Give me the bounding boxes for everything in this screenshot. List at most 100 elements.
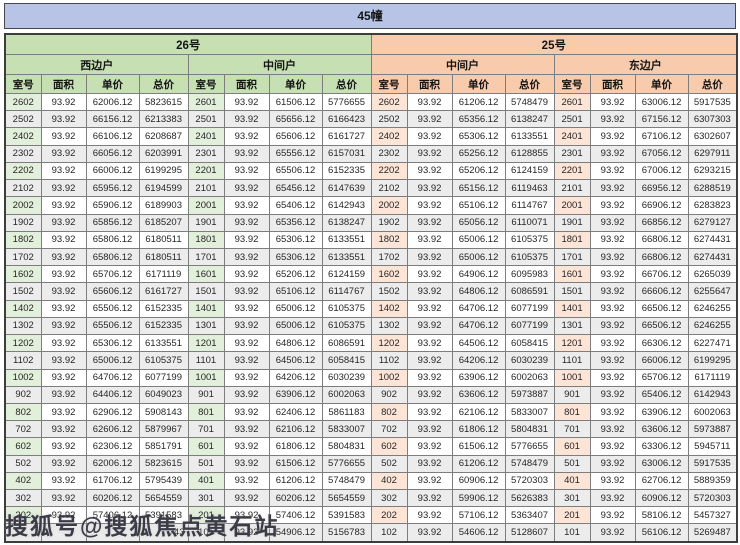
building-title: 45幢 bbox=[4, 3, 736, 29]
cell-unit-price: 62906.12 bbox=[85, 402, 140, 422]
cell-total-price: 6199295 bbox=[687, 351, 738, 370]
cell-area: 93.92 bbox=[406, 334, 453, 353]
cell-room: 902 bbox=[370, 385, 408, 404]
cell-area: 93.92 bbox=[40, 299, 87, 318]
col-header-面积: 面积 bbox=[406, 74, 453, 94]
cell-area: 93.92 bbox=[223, 489, 270, 508]
cell-total-price: 5363407 bbox=[504, 506, 555, 525]
cell-room: 801 bbox=[553, 402, 591, 422]
cell-room: 2501 bbox=[187, 110, 225, 129]
cell-room: 1601 bbox=[187, 265, 225, 284]
cell-room: 702 bbox=[4, 420, 42, 439]
cell-room: 2601 bbox=[187, 92, 225, 112]
table-row: 2302 93.92 66056.12 6203991 2301 93.92 65556.1… bbox=[4, 144, 738, 163]
table-row: 743 101 93.92 54906.12 5156783 102 93.92 54606.… bbox=[4, 523, 738, 543]
cell-total-price: 6161727 bbox=[321, 127, 372, 146]
cell-unit-price: 62006.12 bbox=[85, 92, 140, 112]
col-header-室号: 室号 bbox=[4, 74, 42, 94]
cell-area: 93.92 bbox=[406, 247, 453, 267]
cell-total-price: 6095983 bbox=[504, 265, 555, 284]
cell-area: 93.92 bbox=[40, 471, 87, 491]
cell-room: 402 bbox=[4, 471, 42, 491]
cell-room: 2302 bbox=[4, 144, 42, 163]
cell-total-price: 5879967 bbox=[138, 420, 189, 439]
table-row: 1702 93.92 65806.12 6180511 1701 93.92 65306.1… bbox=[4, 247, 738, 267]
cell-room: 1602 bbox=[4, 265, 42, 284]
cell-room: 2402 bbox=[4, 127, 42, 146]
table-row: 2102 93.92 65956.12 6194599 2101 93.92 65456.1… bbox=[4, 179, 738, 198]
cell-unit-price: 65356.12 bbox=[268, 213, 323, 232]
cell-area: 93.92 bbox=[40, 265, 87, 284]
cell-total-price: 5917535 bbox=[687, 454, 738, 473]
cell-total-price: 6138247 bbox=[504, 110, 555, 129]
cell-area: 93.92 bbox=[589, 92, 636, 112]
cell-unit-price: 60906.12 bbox=[634, 489, 689, 508]
cell-unit-price: 61206.12 bbox=[268, 471, 323, 491]
cell-area: 93.92 bbox=[40, 506, 87, 525]
cell-room: 2101 bbox=[187, 179, 225, 198]
cell-total-price: 5823615 bbox=[138, 454, 189, 473]
cell-total-price: 6110071 bbox=[504, 213, 555, 232]
cell-room: 2302 bbox=[370, 144, 408, 163]
cell-room: 2001 bbox=[187, 196, 225, 215]
cell-room: 2401 bbox=[187, 127, 225, 146]
unit-header-1-0: 中间户 bbox=[370, 54, 555, 75]
cell-unit-price: 65406.12 bbox=[268, 196, 323, 215]
cell-area: 93.92 bbox=[40, 247, 87, 267]
cell-total-price: 5269487 bbox=[687, 523, 738, 543]
cell-area: 93.92 bbox=[589, 316, 636, 336]
cell-unit-price: 65956.12 bbox=[85, 179, 140, 198]
cell-total-price: 6152335 bbox=[321, 161, 372, 181]
cell-room: 1802 bbox=[370, 230, 408, 249]
cell-area: 93.92 bbox=[406, 196, 453, 215]
cell-room: 1201 bbox=[187, 334, 225, 353]
cell-unit-price: 67056.12 bbox=[634, 144, 689, 163]
cell-total-price: 6002063 bbox=[687, 402, 738, 422]
cell-total-price: 6180511 bbox=[138, 230, 189, 249]
cell-unit-price: 63906.12 bbox=[451, 368, 506, 387]
cell-total-price: 5908143 bbox=[138, 402, 189, 422]
cell-room: 1901 bbox=[187, 213, 225, 232]
unit-header-0-1: 中间户 bbox=[187, 54, 372, 75]
cell-area: 93.92 bbox=[40, 92, 87, 112]
cell-total-price: 5795439 bbox=[138, 471, 189, 491]
cell-unit-price: 62106.12 bbox=[451, 402, 506, 422]
table-row: 202 93.92 57406.12 5391583 201 93.92 57406.12 5… bbox=[4, 506, 738, 525]
cell-unit-price: 66856.12 bbox=[634, 213, 689, 232]
cell-unit-price: 65006.12 bbox=[451, 247, 506, 267]
cell-unit-price: 63906.12 bbox=[634, 402, 689, 422]
cell-total-price: 5861183 bbox=[321, 402, 372, 422]
cell-unit-price: 66506.12 bbox=[634, 316, 689, 336]
cell-room: 1702 bbox=[370, 247, 408, 267]
table-row: 302 93.92 60206.12 5654559 301 93.92 60206.12 5… bbox=[4, 489, 738, 508]
cell-total-price: 5654559 bbox=[138, 489, 189, 508]
cell-total-price: 6194599 bbox=[138, 179, 189, 198]
cell-room: 602 bbox=[4, 437, 42, 456]
cell-room: 901 bbox=[187, 385, 225, 404]
cell-unit-price: 65806.12 bbox=[85, 247, 140, 267]
cell-room: 2101 bbox=[553, 179, 591, 198]
cell-unit-price: 64706.12 bbox=[451, 299, 506, 318]
table-row: 1502 93.92 65606.12 6161727 1501 93.92 65106.1… bbox=[4, 282, 738, 301]
cell-area: 93.92 bbox=[589, 351, 636, 370]
cell-room: 2401 bbox=[553, 127, 591, 146]
cell-total-price: 6279127 bbox=[687, 213, 738, 232]
cell-area: 93.92 bbox=[406, 92, 453, 112]
cell-total-price: 5748479 bbox=[504, 92, 555, 112]
cell-room: 2301 bbox=[553, 144, 591, 163]
cell-total-price: 6077199 bbox=[504, 299, 555, 318]
cell-area: 93.92 bbox=[223, 213, 270, 232]
cell-unit-price: 64706.12 bbox=[85, 368, 140, 387]
cell-unit-price: 61806.12 bbox=[268, 437, 323, 456]
cell-unit-price: 65206.12 bbox=[268, 265, 323, 284]
cell-room: 201 bbox=[187, 506, 225, 525]
cell-total-price: 6161727 bbox=[138, 282, 189, 301]
cell-unit-price: 65656.12 bbox=[268, 110, 323, 129]
cell-area: 93.92 bbox=[589, 368, 636, 387]
cell-room: 2502 bbox=[370, 110, 408, 129]
cell-area: 93.92 bbox=[223, 316, 270, 336]
cell-room: 501 bbox=[187, 454, 225, 473]
cell-room: 301 bbox=[553, 489, 591, 508]
cell-room: 101 bbox=[187, 523, 225, 543]
cell-unit-price: 65306.12 bbox=[451, 127, 506, 146]
